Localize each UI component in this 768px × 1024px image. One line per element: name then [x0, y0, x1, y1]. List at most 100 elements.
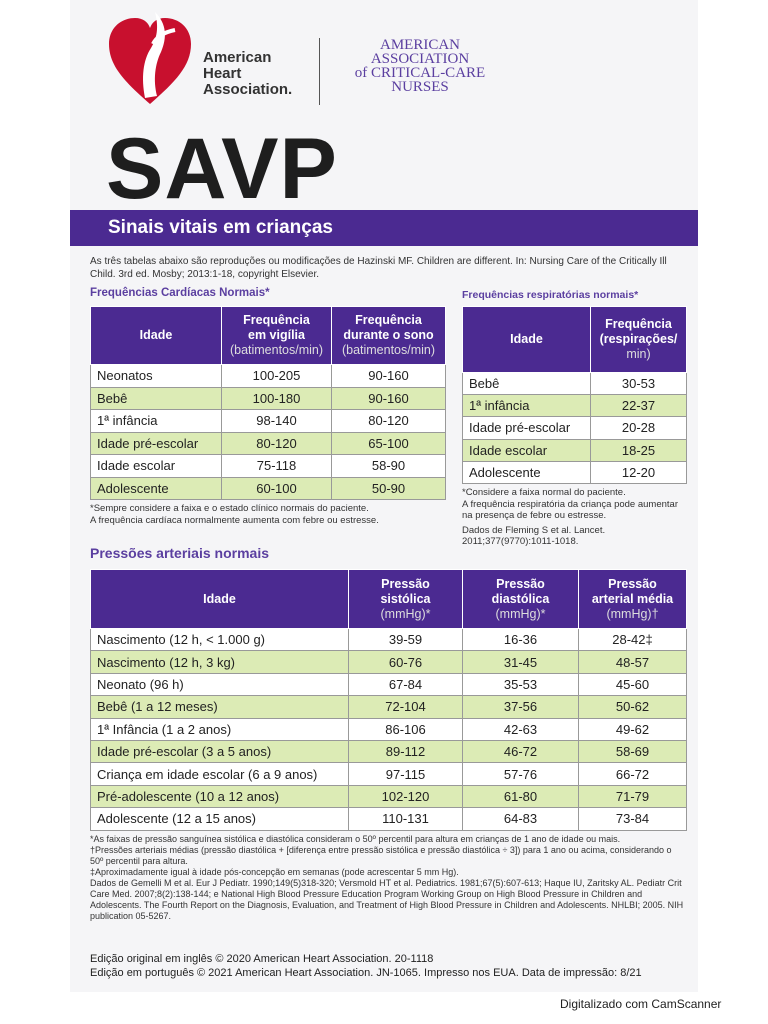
note: A frequência cardíaca normalmente aument… — [90, 514, 379, 526]
note: *Considere a faixa normal do paciente. — [462, 487, 626, 498]
header-line: Frequência — [243, 313, 310, 327]
separator — [319, 38, 320, 105]
cell: 49-62 — [578, 717, 687, 741]
cell: 100-180 — [221, 386, 332, 410]
cell: Adolescente — [462, 460, 591, 484]
header-line: Pressão — [496, 576, 545, 591]
cell: Criança em idade escolar (6 a 9 anos) — [90, 762, 349, 786]
aha-line: American — [203, 49, 272, 66]
header-line: (mmHg)* — [380, 606, 431, 621]
cell: 1ª infância — [90, 409, 222, 433]
cell: 60-100 — [221, 476, 332, 500]
cell: 35-53 — [462, 672, 579, 697]
cell: 65-100 — [331, 431, 446, 455]
cell: 50-62 — [578, 695, 687, 719]
header-line: Idade — [139, 328, 173, 342]
cell: Idade pré-escolar — [90, 431, 222, 455]
row: Bebê 30-53 — [462, 371, 687, 396]
header-line: (respirações/ — [599, 332, 678, 346]
cell: 73-84 — [578, 807, 687, 831]
section-title: Pressões arteriais normais — [90, 545, 269, 561]
subtitle: Sinais vitais em crianças — [108, 217, 333, 238]
intro: As três tabelas abaixo são reproduções o… — [90, 256, 667, 280]
row: 1ª infância 98-140 80-120 — [90, 409, 446, 433]
aacn-name: AMERICAN ASSOCIATION of CRITICAL-CARE NU… — [330, 37, 510, 95]
row: Idade pré-escolar 20-28 — [462, 416, 687, 440]
aacn-line: AMERICAN — [379, 37, 460, 53]
note: Dados de Gemelli M et al. Eur J Pediatr.… — [90, 878, 684, 921]
row: Neonato (96 h) 67-84 35-53 45-60 — [90, 672, 687, 697]
note: ‡Aproximadamente igual à idade pós-conce… — [90, 867, 459, 877]
cell: Idade pré-escolar (3 a 5 anos) — [90, 739, 349, 764]
aha-line: Heart — [203, 65, 242, 82]
resp-notes: *Considere a faixa normal do paciente. A… — [462, 487, 686, 548]
cell: 57-76 — [462, 762, 579, 786]
header-line: Idade — [510, 332, 543, 346]
cell: 72-104 — [348, 695, 463, 719]
row: 1ª Infância (1 a 2 anos) 86-106 42-63 49-62 — [90, 717, 687, 741]
cell: 90-160 — [331, 364, 446, 388]
row: Neonatos 100-205 90-160 — [90, 364, 446, 388]
edition-line: Edição original em inglês © 2020 America… — [90, 953, 434, 965]
cell: 16-36 — [462, 627, 579, 652]
cell: 1ª infância — [462, 394, 591, 418]
header-cell: Frequência durante o sono (batimentos/min) — [331, 306, 446, 365]
note: *As faixas de pressão sanguínea sistólic… — [90, 834, 621, 844]
cell: 89-112 — [348, 739, 463, 764]
cell: 46-72 — [462, 739, 579, 764]
row: Adolescente (12 a 15 anos) 110-131 64-83 73… — [90, 807, 687, 831]
cell: 31-45 — [462, 650, 579, 674]
aha-logo — [109, 12, 191, 104]
header-line: diastólica — [491, 591, 550, 606]
cell: Adolescente (12 a 15 anos) — [90, 807, 349, 831]
header-line: arterial média — [591, 591, 674, 606]
header-line: em vigília — [248, 328, 305, 342]
note: Dados de Fleming S et al. Lancet. 2011;3… — [462, 524, 606, 548]
resp-table: Idade Frequência (respirações/min) Bebê 30-5… — [462, 306, 687, 484]
bp-notes: *As faixas de pressão sanguínea sistólic… — [90, 834, 686, 922]
header-line: Frequência — [605, 317, 672, 331]
cell: Idade escolar — [462, 438, 591, 462]
cell: 45-60 — [578, 672, 687, 697]
header-line: Pressão — [608, 576, 657, 591]
header-cell: Pressão sistólica (mmHg)* — [348, 569, 463, 629]
cell: 110-131 — [348, 807, 463, 831]
cell: 1ª Infância (1 a 2 anos) — [90, 717, 349, 741]
header-line: (mmHg)* — [495, 606, 546, 621]
header-line: Frequência — [355, 313, 422, 327]
header-line: (mmHg)† — [606, 606, 659, 621]
header-line: Pressão — [381, 576, 430, 591]
cell: 97-115 — [348, 762, 463, 786]
row: Idade escolar 18-25 — [462, 438, 687, 462]
aacn-line: NURSES — [391, 79, 449, 95]
row: Adolescente 12-20 — [462, 460, 687, 484]
header-row: Idade Frequência em vigília (batimentos/min… — [90, 306, 446, 365]
cell: 22-37 — [590, 394, 687, 418]
cell: 67-84 — [348, 672, 463, 697]
header-cell: Frequência em vigília (batimentos/min) — [221, 306, 332, 365]
cell: 90-160 — [331, 386, 446, 410]
section-title: Frequências Cardíacas Normais* — [90, 287, 270, 299]
cell: 12-20 — [590, 460, 687, 484]
header-cell: Pressão diastólica (mmHg)* — [462, 569, 579, 629]
cell: 30-53 — [590, 371, 687, 396]
cell: 75-118 — [221, 454, 332, 478]
cell: 66-72 — [578, 762, 687, 786]
header-line: (batimentos/min) — [229, 343, 324, 357]
cell: Nascimento (12 h, < 1.000 g) — [90, 627, 349, 652]
cell: 64-83 — [462, 807, 579, 831]
cell: 80-120 — [221, 431, 332, 455]
section-title: Frequências respiratórias normais* — [462, 289, 639, 301]
header-line: sistólica — [380, 591, 431, 606]
cell: 37-56 — [462, 695, 579, 719]
cell: Idade pré-escolar — [462, 416, 591, 440]
header-cell: Idade — [462, 306, 591, 373]
edition: Edição original em inglês © 2020 America… — [90, 952, 642, 980]
row: Nascimento (12 h, < 1.000 g) 39-59 16-36 28… — [90, 627, 687, 652]
row: Adolescente 60-100 50-90 — [90, 476, 446, 500]
header-line: durante o sono — [343, 328, 434, 342]
cell: 61-80 — [462, 784, 579, 809]
header-cell: Idade — [90, 306, 222, 365]
cell: Pré-adolescente (10 a 12 anos) — [90, 784, 349, 809]
